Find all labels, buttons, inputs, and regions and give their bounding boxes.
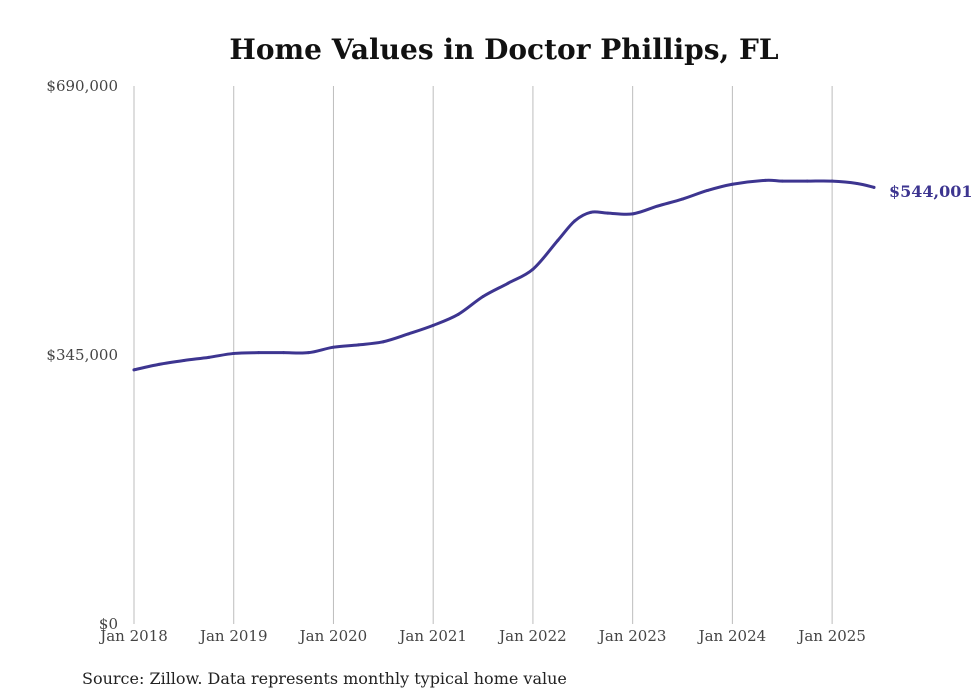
end-value-label: $544,001	[889, 182, 973, 201]
data-point	[456, 312, 460, 316]
data-point	[730, 182, 734, 186]
x-tick-label: Jan 2025	[796, 627, 866, 645]
x-tick-label: Jan 2024	[697, 627, 767, 645]
data-point	[656, 204, 660, 208]
series-line	[132, 178, 876, 372]
data-point	[481, 295, 485, 299]
y-tick-label: $0	[99, 615, 118, 633]
x-tick-label: Jan 2023	[597, 627, 667, 645]
data-point	[855, 181, 859, 185]
data-point	[556, 238, 560, 242]
data-point	[780, 179, 784, 183]
source-note: Source: Zillow. Data represents monthly …	[82, 669, 567, 688]
data-point	[257, 351, 261, 355]
data-point	[763, 178, 767, 182]
y-tick-label: $690,000	[46, 77, 118, 95]
data-point	[182, 358, 186, 362]
data-point	[681, 197, 685, 201]
data-point	[573, 219, 577, 223]
data-point	[307, 351, 311, 355]
x-axis-ticks: Jan 2018 Jan 2019 Jan 2020 Jan 2021 Jan 2022…	[98, 627, 866, 645]
x-tick-label: Jan 2022	[497, 627, 567, 645]
y-axis-ticks: $0 $345,000 $690,000	[46, 77, 118, 633]
data-point	[631, 212, 635, 216]
data-point	[606, 211, 610, 215]
data-point	[232, 351, 236, 355]
chart-title: Home Values in Doctor Phillips, FL	[229, 33, 778, 66]
data-point	[506, 281, 510, 285]
x-tick-label: Jan 2020	[298, 627, 368, 645]
x-tick-label: Jan 2018	[98, 627, 168, 645]
data-point	[132, 368, 136, 372]
data-point	[872, 185, 876, 189]
data-point	[705, 188, 709, 192]
data-point	[531, 267, 535, 271]
data-point	[830, 179, 834, 183]
data-point	[406, 332, 410, 336]
data-point	[381, 340, 385, 344]
gridlines	[133, 86, 833, 624]
data-point	[282, 351, 286, 355]
data-point	[589, 210, 593, 214]
series-layer	[132, 178, 876, 372]
data-point	[431, 323, 435, 327]
data-point	[356, 343, 360, 347]
data-point	[805, 179, 809, 183]
data-point	[207, 355, 211, 359]
data-point	[331, 345, 335, 349]
data-point	[157, 362, 161, 366]
x-tick-label: Jan 2021	[397, 627, 467, 645]
x-tick-label: Jan 2019	[198, 627, 268, 645]
y-tick-label: $345,000	[46, 346, 118, 364]
